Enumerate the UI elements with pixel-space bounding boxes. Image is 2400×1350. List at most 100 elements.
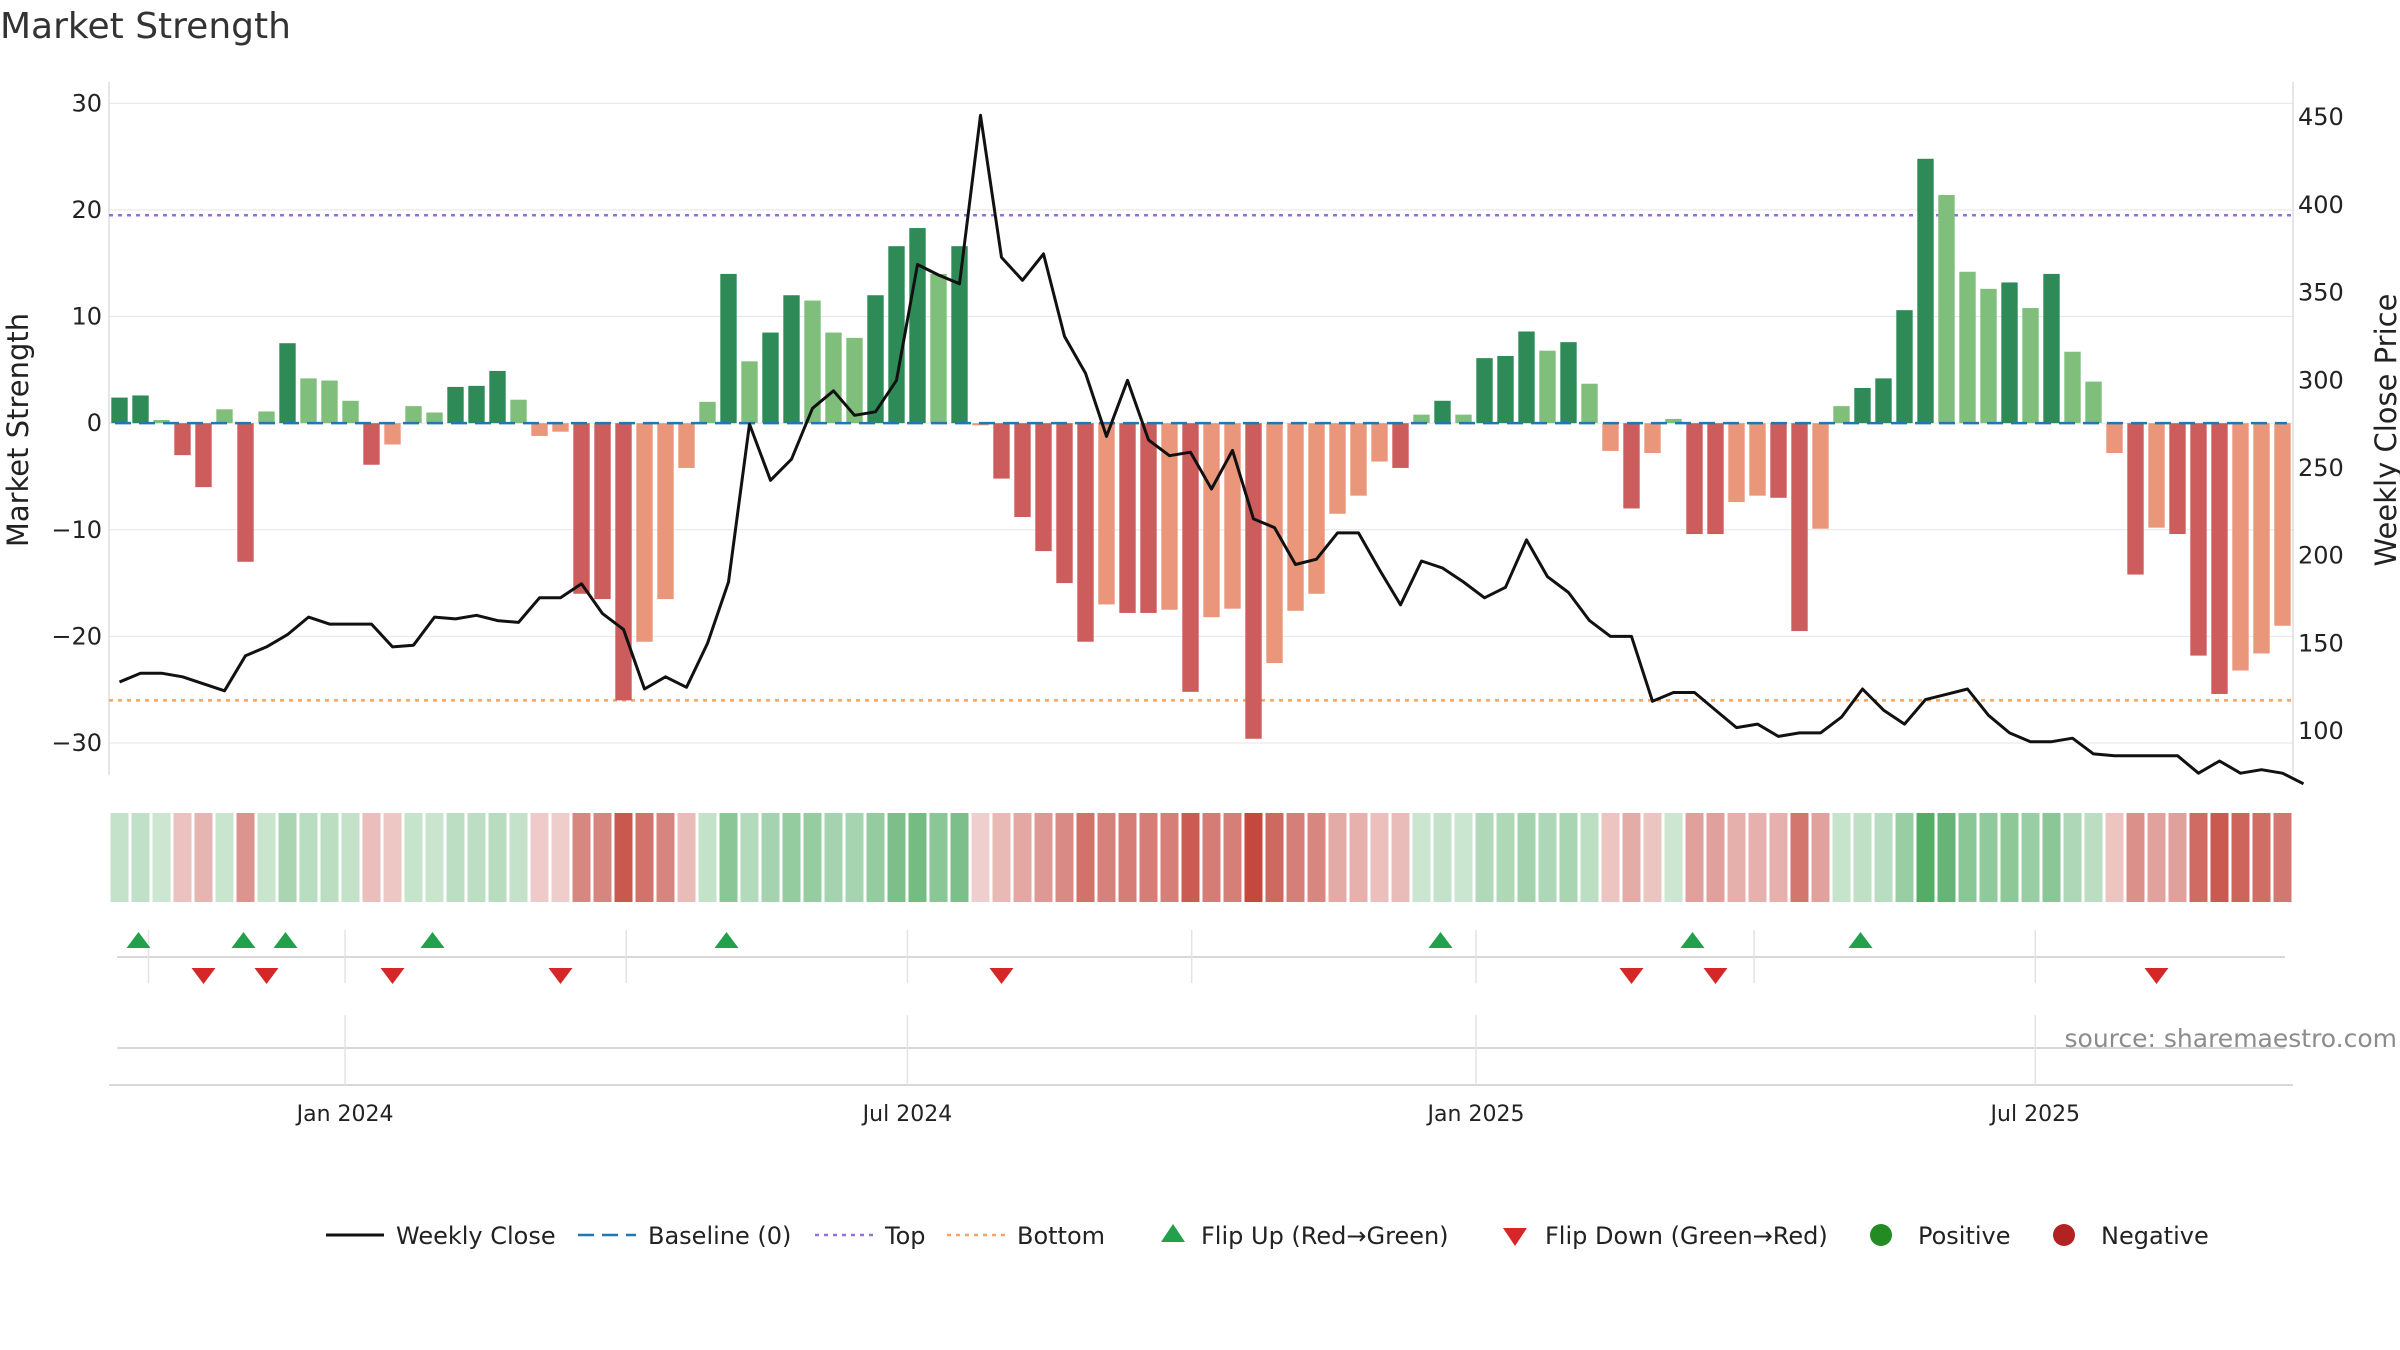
heat-cell xyxy=(1937,813,1956,902)
heat-cell xyxy=(1832,813,1851,902)
heat-cell xyxy=(1916,813,1935,902)
strength-bar xyxy=(1203,423,1220,618)
strength-bar xyxy=(1938,195,1955,424)
y-tick-label-left: −10 xyxy=(51,516,102,544)
heat-cell xyxy=(509,813,528,902)
strength-bar xyxy=(846,337,863,424)
heat-cell xyxy=(635,813,654,902)
legend-label: Baseline (0) xyxy=(648,1222,791,1250)
heat-cell xyxy=(2273,813,2292,902)
strength-bar xyxy=(531,423,548,436)
flip-down-marker xyxy=(2144,968,2169,984)
strength-bar xyxy=(657,423,674,600)
heat-cell xyxy=(425,813,444,902)
strength-bar xyxy=(2274,423,2291,626)
legend-label: Weekly Close xyxy=(396,1222,556,1250)
heat-cell xyxy=(467,813,486,902)
heat-cell xyxy=(971,813,990,902)
strength-bar xyxy=(1581,383,1598,424)
strength-bar xyxy=(1308,423,1325,594)
heat-cell xyxy=(1370,813,1389,902)
heat-cell xyxy=(1727,813,1746,902)
heat-cell xyxy=(1433,813,1452,902)
strength-panel: 3020100−10−20−30450400350300250200150100… xyxy=(1,82,2400,786)
y-tick-label-right: 300 xyxy=(2298,366,2344,394)
strength-bar xyxy=(573,423,590,594)
heat-cell xyxy=(1244,813,1263,902)
strength-bar xyxy=(699,401,716,424)
heat-cell xyxy=(551,813,570,902)
heat-cell xyxy=(530,813,549,902)
heat-cell xyxy=(1412,813,1431,902)
heat-cell xyxy=(446,813,465,902)
strength-bar xyxy=(1665,418,1682,424)
strength-bar xyxy=(1119,423,1136,613)
legend-label: Flip Up (Red→Green) xyxy=(1201,1222,1449,1250)
legend-swatch-flip-up xyxy=(1161,1224,1185,1242)
heat-cell xyxy=(1580,813,1599,902)
y-tick-label-right: 150 xyxy=(2298,629,2344,657)
heat-cell xyxy=(110,813,129,902)
strength-bar xyxy=(888,246,905,424)
heat-cell xyxy=(2168,813,2187,902)
strength-bar xyxy=(510,399,527,424)
heat-cell xyxy=(2105,813,2124,902)
heat-cell xyxy=(1223,813,1242,902)
heat-cell xyxy=(1517,813,1536,902)
heat-cell xyxy=(194,813,213,902)
heat-cell xyxy=(614,813,633,902)
strength-bar xyxy=(1644,423,1661,454)
strength-bar xyxy=(1623,423,1640,509)
flip-up-marker xyxy=(231,932,256,948)
legend-label: Negative xyxy=(2101,1222,2209,1250)
y-tick-label-left: 20 xyxy=(71,196,102,224)
strength-bar xyxy=(2253,423,2270,654)
heat-cell xyxy=(1265,813,1284,902)
flip-up-marker xyxy=(1428,932,1453,948)
flip-up-marker xyxy=(420,932,445,948)
y-tick-label-right: 450 xyxy=(2298,103,2344,131)
heat-cell xyxy=(152,813,171,902)
heat-cell xyxy=(1202,813,1221,902)
heat-cell xyxy=(341,813,360,902)
strength-bar xyxy=(1266,423,1283,664)
strength-bar xyxy=(1098,423,1115,605)
heat-cell xyxy=(887,813,906,902)
strength-bar xyxy=(1476,358,1493,424)
heat-cell xyxy=(1475,813,1494,902)
heat-cell xyxy=(1706,813,1725,902)
strength-bar xyxy=(321,380,338,424)
strength-bar xyxy=(111,397,128,424)
strength-bar xyxy=(993,423,1010,479)
strength-bar xyxy=(1014,423,1031,517)
strength-bar xyxy=(678,423,695,468)
strength-bar xyxy=(2169,423,2186,535)
heat-cell xyxy=(866,813,885,902)
strength-bar xyxy=(363,423,380,465)
heat-cell xyxy=(383,813,402,902)
strength-bar xyxy=(2190,423,2207,656)
strength-bar xyxy=(825,332,842,424)
y-tick-label-left: 30 xyxy=(71,89,102,117)
heat-cell xyxy=(1139,813,1158,902)
flip-up-marker xyxy=(714,932,739,948)
strength-bar xyxy=(216,409,233,424)
strength-bar xyxy=(1917,158,1934,424)
strength-bar xyxy=(1413,414,1430,424)
heat-cell xyxy=(2063,813,2082,902)
y-tick-label-right: 200 xyxy=(2298,542,2344,570)
strength-bar xyxy=(1077,423,1094,642)
heat-cell xyxy=(1496,813,1515,902)
strength-bar xyxy=(951,246,968,424)
heat-cell xyxy=(593,813,612,902)
heat-cell xyxy=(2126,813,2145,902)
legend-label: Flip Down (Green→Red) xyxy=(1545,1222,1828,1250)
strength-bar xyxy=(1833,406,1850,424)
heat-cell xyxy=(908,813,927,902)
heat-cell xyxy=(1811,813,1830,902)
heat-cell xyxy=(656,813,675,902)
strength-bar xyxy=(1329,423,1346,514)
strength-bar xyxy=(1959,271,1976,424)
x-tick-label: Jul 2024 xyxy=(861,1102,953,1127)
heat-cell xyxy=(1748,813,1767,902)
